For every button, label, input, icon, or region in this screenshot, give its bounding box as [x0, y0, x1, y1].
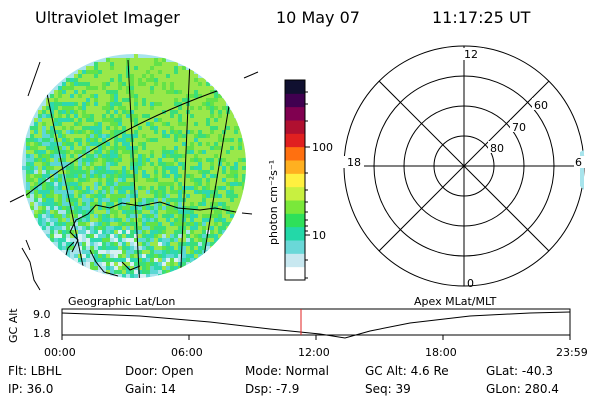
- timeline-xtick: 00:00: [44, 346, 76, 359]
- coastline-path: [69, 201, 246, 253]
- colorbar-cell: [285, 120, 305, 134]
- timeline-xtick: 06:00: [171, 346, 203, 359]
- colorbar: 100 10 photon cm⁻²s⁻¹: [267, 79, 333, 281]
- longitude-line: [179, 59, 191, 278]
- colorbar-cell: [285, 106, 305, 121]
- mlat-label-70: 70: [512, 121, 526, 134]
- sequence-number: Seq: 39: [365, 382, 411, 396]
- timeline-xtick: 23:59: [556, 346, 588, 359]
- colorbar-frame: [284, 79, 306, 281]
- timeline-xtick: 12:00: [298, 346, 330, 359]
- timeline-ytick-top: 9.0: [33, 308, 51, 321]
- mlat-label-60: 60: [534, 99, 548, 112]
- gc-altitude: GC Alt: 4.6 Re: [365, 364, 449, 378]
- altitude-timeline: [61, 308, 571, 340]
- dsp-value: Dsp: -7.9: [245, 382, 300, 396]
- colorbar-cell: [285, 266, 305, 281]
- colorbar-cell: [285, 226, 305, 241]
- colorbar-cell: [285, 213, 305, 228]
- colorbar-cell: [285, 173, 305, 188]
- longitude-line: [39, 59, 89, 278]
- graticule-extension: [9, 194, 25, 203]
- image-projection-label: Geographic Lat/Lon: [68, 295, 176, 308]
- observation-time: 11:17:25 UT: [432, 8, 531, 27]
- mlt-label-0: 0: [467, 277, 474, 290]
- coastline-fragment: [25, 239, 31, 251]
- timeline-ticks: [61, 335, 571, 340]
- instrument-title: Ultraviolet Imager: [35, 8, 180, 27]
- colorbar-tick-label: 10: [312, 229, 326, 242]
- graticule-extension: [27, 61, 41, 97]
- mode-value: Mode: Normal: [245, 364, 329, 378]
- colorbar-cell: [285, 253, 305, 268]
- colorbar-units: photon cm⁻²s⁻¹: [267, 160, 280, 245]
- mlt-label-12: 12: [464, 48, 478, 61]
- colorbar-tick-label: 100: [312, 141, 333, 154]
- colorbar-cell: [285, 80, 305, 94]
- uv-image-disk: [9, 54, 259, 291]
- mlt-label-6: 6: [575, 156, 582, 169]
- mlat-label-80: 80: [490, 142, 504, 155]
- colorbar-minor-ticks: [305, 91, 308, 279]
- colorbar-cell: [285, 240, 305, 254]
- coastline-fragment: [21, 247, 41, 291]
- timeline-xtick: 18:00: [425, 346, 457, 359]
- colorbar-cell: [285, 186, 305, 201]
- colorbar-cell: [285, 93, 305, 108]
- altitude-curve: [61, 311, 571, 339]
- coastline-path: [121, 261, 141, 271]
- polar-labels: 12 18 6 0 60 70 80: [342, 48, 586, 290]
- gain-value: Gain: 14: [125, 382, 176, 396]
- geographic-longitude: GLon: 280.4: [486, 382, 559, 396]
- coastline-path: [89, 249, 119, 277]
- observation-date: 10 May 07: [276, 8, 360, 27]
- longitude-line: [127, 59, 141, 278]
- geographic-latitude: GLat: -40.3: [486, 364, 553, 378]
- polar-plot: [343, 45, 585, 287]
- filter-value: Flt: LBHL: [8, 364, 62, 378]
- ip-value: IP: 36.0: [8, 382, 54, 396]
- polar-projection-label: Apex MLat/MLT: [414, 295, 497, 308]
- longitude-line: [199, 99, 231, 278]
- timeline-frame: [61, 308, 571, 336]
- colorbar-cell: [285, 146, 305, 161]
- graticule-extension: [241, 212, 253, 215]
- mlt-label-18: 18: [347, 156, 361, 169]
- colorbar-cell: [285, 160, 305, 174]
- colorbar-cell: [285, 133, 305, 148]
- aurora-emission: [22, 54, 246, 278]
- timeline-ytick-bottom: 1.8: [33, 327, 51, 340]
- colorbar-cell: [285, 200, 305, 214]
- graticule-extension: [243, 71, 259, 79]
- timeline-ylabel: GC Alt: [7, 308, 20, 343]
- door-status: Door: Open: [125, 364, 194, 378]
- polar-diagonal: [378, 80, 550, 252]
